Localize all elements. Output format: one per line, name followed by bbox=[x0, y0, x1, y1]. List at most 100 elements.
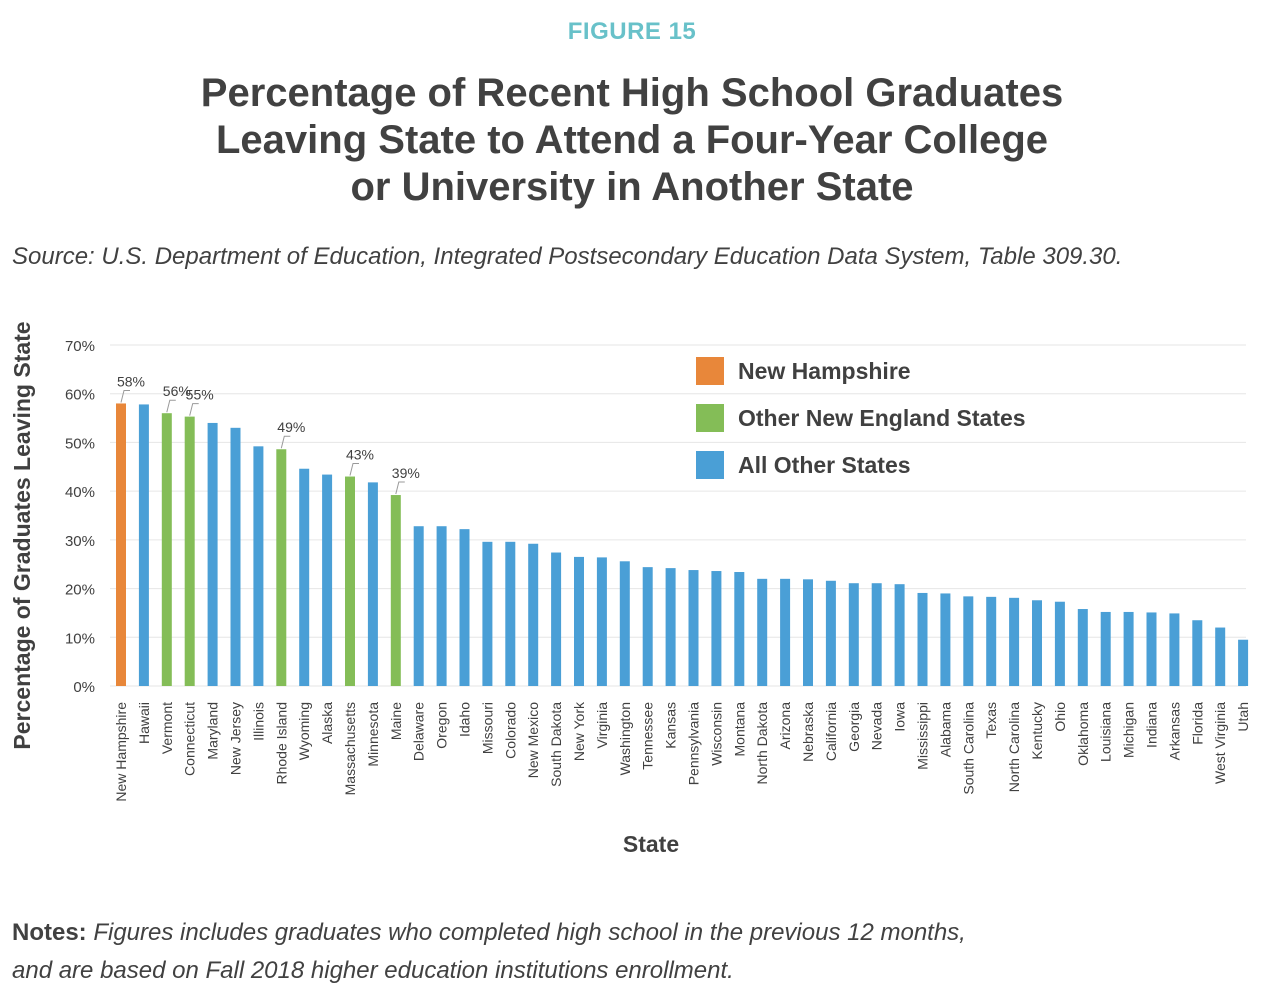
data-label-leader bbox=[166, 399, 176, 413]
legend-swatch bbox=[696, 451, 724, 479]
x-tick-label: Nebraska bbox=[800, 702, 816, 762]
bar bbox=[436, 526, 447, 686]
bar bbox=[734, 572, 745, 686]
bar bbox=[986, 596, 997, 686]
bar bbox=[345, 476, 355, 686]
bar bbox=[253, 446, 264, 686]
x-tick-label: Kansas bbox=[663, 702, 679, 749]
bar bbox=[482, 541, 493, 686]
x-tick-label: Utah bbox=[1235, 702, 1251, 732]
bar bbox=[551, 552, 562, 686]
x-tick-label: Missouri bbox=[479, 702, 495, 754]
y-tick-label: 40% bbox=[65, 484, 95, 501]
bar bbox=[1123, 611, 1134, 686]
x-tick-label: Alabama bbox=[937, 702, 953, 757]
bar bbox=[528, 543, 539, 686]
bar bbox=[207, 422, 218, 686]
x-tick-label: Oklahoma bbox=[1075, 702, 1091, 766]
x-tick-label: Indiana bbox=[1144, 702, 1160, 748]
x-tick-label: Wisconsin bbox=[708, 702, 724, 766]
y-tick-label: 50% bbox=[65, 435, 95, 452]
x-axis-label: State bbox=[623, 831, 679, 857]
bar bbox=[894, 584, 905, 686]
x-tick-label: California bbox=[823, 702, 839, 761]
bar bbox=[184, 416, 195, 686]
bar bbox=[780, 578, 791, 686]
notes-line-1: Figures includes graduates who completed… bbox=[93, 919, 966, 946]
notes-line-2: and are based on Fall 2018 higher educat… bbox=[12, 957, 734, 984]
bar bbox=[1192, 620, 1203, 686]
x-tick-label: Oregon bbox=[434, 702, 450, 749]
bar bbox=[963, 596, 974, 686]
x-tick-label: Iowa bbox=[892, 702, 908, 732]
x-tick-label: Tennessee bbox=[640, 702, 656, 770]
x-tick-label: Massachusetts bbox=[342, 702, 358, 795]
x-tick-label: Nevada bbox=[869, 702, 885, 750]
data-label: 43% bbox=[346, 447, 374, 463]
x-tick-label: North Dakota bbox=[754, 702, 770, 785]
x-tick-label: Idaho bbox=[457, 702, 473, 737]
bar bbox=[574, 556, 584, 686]
data-label-leader bbox=[280, 435, 291, 449]
bar bbox=[367, 482, 378, 686]
title-line-3: or University in Another State bbox=[350, 165, 914, 209]
bar bbox=[596, 557, 607, 686]
data-label: 58% bbox=[117, 373, 145, 389]
legend-label: New Hampshire bbox=[738, 358, 911, 384]
bar bbox=[940, 593, 951, 686]
x-tick-label: Montana bbox=[731, 702, 747, 757]
bar bbox=[1215, 627, 1226, 686]
x-tick-label: New York bbox=[571, 701, 587, 761]
x-tick-label: South Dakota bbox=[548, 702, 564, 787]
x-tick-label: Ohio bbox=[1052, 702, 1068, 732]
x-tick-label: Connecticut bbox=[182, 702, 198, 776]
bar bbox=[459, 529, 470, 686]
bar bbox=[299, 468, 310, 686]
x-tick-label: Delaware bbox=[411, 702, 427, 761]
notes-label: Notes: bbox=[12, 919, 87, 946]
x-tick-label: Colorado bbox=[502, 702, 518, 759]
x-tick-label: Illinois bbox=[250, 702, 266, 741]
x-tick-label: Maryland bbox=[205, 702, 221, 760]
y-tick-label: 30% bbox=[65, 533, 95, 550]
bar bbox=[1238, 639, 1249, 686]
bar bbox=[116, 403, 126, 686]
x-tick-label: Florida bbox=[1189, 702, 1205, 745]
bar bbox=[619, 561, 630, 686]
x-tick-label: North Carolina bbox=[1006, 702, 1022, 792]
chart-title: Percentage of Recent High School Graduat… bbox=[82, 70, 1182, 211]
y-tick-label: 0% bbox=[73, 679, 95, 696]
y-tick-label: 10% bbox=[65, 630, 95, 647]
bar bbox=[665, 568, 676, 686]
x-tick-label: South Carolina bbox=[960, 702, 976, 795]
x-tick-label: New Jersey bbox=[228, 702, 244, 775]
x-tick-label: Hawaii bbox=[136, 702, 152, 744]
bar bbox=[1146, 612, 1157, 686]
data-label-leader bbox=[120, 389, 130, 403]
bar bbox=[917, 592, 928, 686]
data-label-leader bbox=[189, 403, 199, 416]
x-tick-label: Pennsylvania bbox=[686, 702, 702, 785]
bar bbox=[230, 427, 241, 686]
bar bbox=[871, 583, 882, 686]
data-label: 56% bbox=[163, 383, 191, 399]
x-tick-label: Kentucky bbox=[1029, 702, 1045, 760]
x-tick-label: Virginia bbox=[594, 702, 610, 749]
legend-label: All Other States bbox=[738, 452, 911, 478]
bar bbox=[505, 541, 516, 686]
data-label-leader bbox=[349, 463, 359, 476]
bar bbox=[803, 579, 813, 686]
bar bbox=[1169, 613, 1180, 686]
bar bbox=[642, 567, 653, 686]
data-label: 55% bbox=[186, 387, 214, 403]
bar bbox=[1054, 601, 1065, 686]
bar bbox=[1032, 600, 1042, 686]
x-tick-label: New Hampshire bbox=[113, 702, 129, 802]
x-tick-label: Louisiana bbox=[1098, 702, 1114, 762]
bar bbox=[711, 571, 722, 686]
x-tick-label: Georgia bbox=[846, 702, 862, 752]
figure-label: FIGURE 15 bbox=[567, 18, 697, 45]
data-label: 39% bbox=[392, 465, 420, 481]
x-tick-label: Mississippi bbox=[915, 702, 931, 770]
data-label-leader bbox=[395, 481, 405, 495]
